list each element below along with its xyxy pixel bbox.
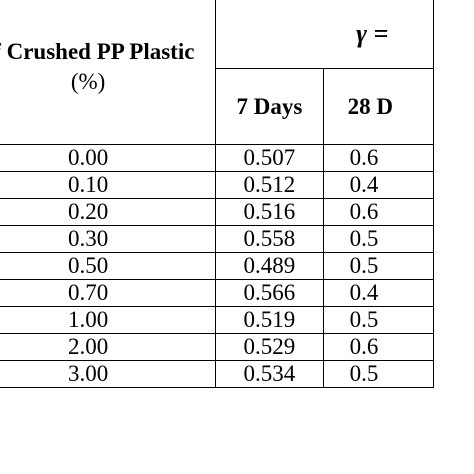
header-gamma-label: γ = <box>356 18 389 48</box>
table-row: 0.50 0.489 0.5 <box>0 252 435 280</box>
table-row: 0.10 0.512 0.4 <box>0 171 435 199</box>
cell-7-days: 0.529 <box>215 333 324 361</box>
cell-28-days: 0.4 <box>322 279 435 307</box>
cell-7-days: 0.507 <box>215 144 324 172</box>
header-gamma-group: γ = <box>215 0 434 69</box>
header-label-line2: (%) <box>70 69 106 94</box>
table-row: 2.00 0.529 0.6 <box>0 333 435 361</box>
header-row-2: 7 Days 28 D <box>0 68 435 145</box>
table-row: 0.20 0.516 0.6 <box>0 198 435 226</box>
cell-7-days: 0.558 <box>215 225 324 253</box>
cell-percent: 2.00 <box>0 333 217 361</box>
table-row: 3.00 0.534 0.5 <box>0 360 435 388</box>
cell-7-days: 0.489 <box>215 252 324 280</box>
header-28-days: 28 D <box>322 68 435 145</box>
cell-percent: 0.00 <box>0 144 217 172</box>
cell-percent: 0.70 <box>0 279 217 307</box>
data-table: of Crushed PP Plastic (%) γ = 7 Days 28 … <box>0 0 435 388</box>
table-row: 0.30 0.558 0.5 <box>0 225 435 253</box>
cell-percent: 3.00 <box>0 360 217 388</box>
cell-percent: 0.30 <box>0 225 217 253</box>
cell-7-days: 0.566 <box>215 279 324 307</box>
header-row-1: of Crushed PP Plastic (%) γ = <box>0 0 434 145</box>
cell-percent: 0.20 <box>0 198 217 226</box>
cell-28-days: 0.6 <box>322 144 435 172</box>
table-row: 0.00 0.507 0.6 <box>0 144 435 172</box>
cell-28-days: 0.5 <box>322 360 435 388</box>
cell-28-days: 0.5 <box>322 306 435 334</box>
header-7-days: 7 Days <box>215 68 324 145</box>
cell-28-days: 0.4 <box>322 171 435 199</box>
header-28-days-label: 28 D <box>347 93 393 119</box>
header-label-line1: of Crushed PP Plastic <box>0 39 195 64</box>
cell-28-days: 0.5 <box>322 225 435 253</box>
cell-percent: 1.00 <box>0 306 217 334</box>
cell-7-days: 0.512 <box>215 171 324 199</box>
header-percent-crushed-pp: of Crushed PP Plastic (%) <box>0 0 217 145</box>
cell-7-days: 0.534 <box>215 360 324 388</box>
cell-7-days: 0.519 <box>215 306 324 334</box>
table-row: 1.00 0.519 0.5 <box>0 306 435 334</box>
cell-28-days: 0.5 <box>322 252 435 280</box>
cell-percent: 0.10 <box>0 171 217 199</box>
cell-percent: 0.50 <box>0 252 217 280</box>
table-row: 0.70 0.566 0.4 <box>0 279 435 307</box>
cell-7-days: 0.516 <box>215 198 324 226</box>
cell-28-days: 0.6 <box>322 333 435 361</box>
cell-28-days: 0.6 <box>322 198 435 226</box>
